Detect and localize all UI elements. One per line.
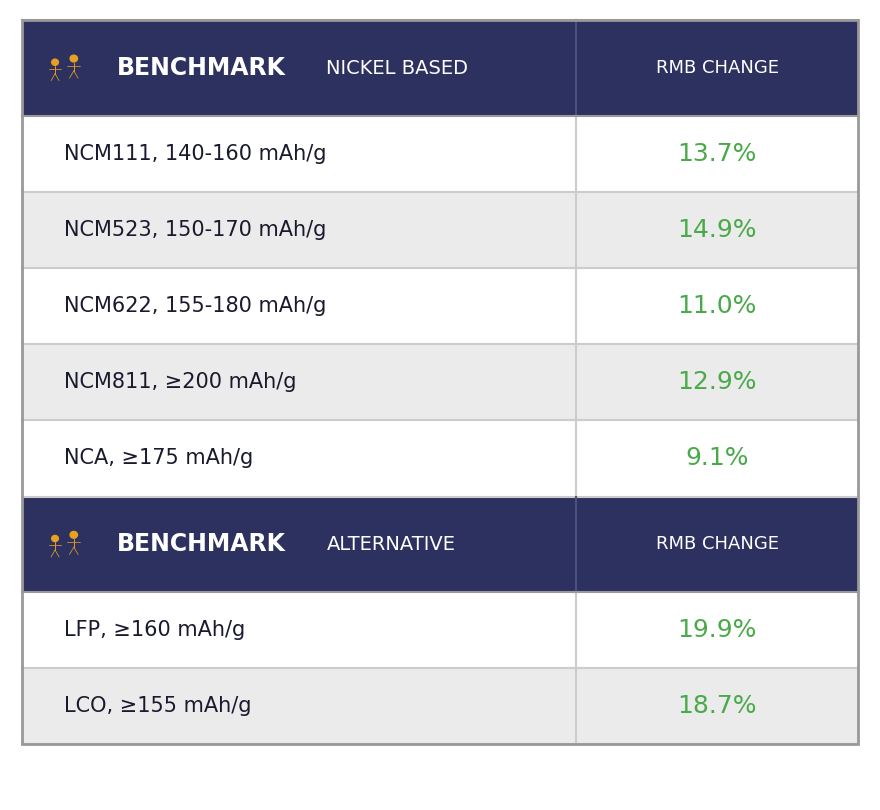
Bar: [22, 497, 858, 592]
Text: NCM622, 155-180 mAh/g: NCM622, 155-180 mAh/g: [64, 296, 326, 316]
Text: NCM811, ≥200 mAh/g: NCM811, ≥200 mAh/g: [64, 373, 297, 392]
Text: 12.9%: 12.9%: [678, 370, 757, 394]
Text: BENCHMARK: BENCHMARK: [117, 532, 286, 556]
Text: LCO, ≥155 mAh/g: LCO, ≥155 mAh/g: [64, 697, 252, 716]
Text: NICKEL BASED: NICKEL BASED: [326, 58, 468, 78]
Bar: [22, 668, 858, 744]
Circle shape: [70, 531, 77, 538]
Text: BENCHMARK: BENCHMARK: [117, 56, 286, 80]
Circle shape: [70, 55, 77, 62]
Text: NCM111, 140-160 mAh/g: NCM111, 140-160 mAh/g: [64, 144, 326, 164]
Bar: [22, 420, 858, 497]
Bar: [22, 192, 858, 268]
Bar: [22, 592, 858, 668]
Text: NCM523, 150-170 mAh/g: NCM523, 150-170 mAh/g: [64, 220, 326, 240]
Text: ALTERNATIVE: ALTERNATIVE: [326, 535, 456, 554]
Text: NCA, ≥175 mAh/g: NCA, ≥175 mAh/g: [64, 449, 253, 468]
Text: LFP, ≥160 mAh/g: LFP, ≥160 mAh/g: [64, 620, 246, 640]
Circle shape: [52, 535, 58, 542]
Text: 18.7%: 18.7%: [678, 694, 757, 718]
Text: RMB CHANGE: RMB CHANGE: [656, 535, 779, 553]
Bar: [22, 20, 858, 116]
Bar: [22, 268, 858, 344]
Text: RMB CHANGE: RMB CHANGE: [656, 59, 779, 77]
Text: 13.7%: 13.7%: [678, 142, 757, 166]
Text: 9.1%: 9.1%: [686, 446, 749, 471]
Bar: [22, 116, 858, 192]
Text: 11.0%: 11.0%: [678, 294, 757, 318]
Bar: [22, 344, 858, 420]
Bar: [22, 20, 858, 744]
Circle shape: [52, 59, 58, 66]
Text: 19.9%: 19.9%: [678, 618, 757, 642]
Text: 14.9%: 14.9%: [678, 218, 757, 242]
